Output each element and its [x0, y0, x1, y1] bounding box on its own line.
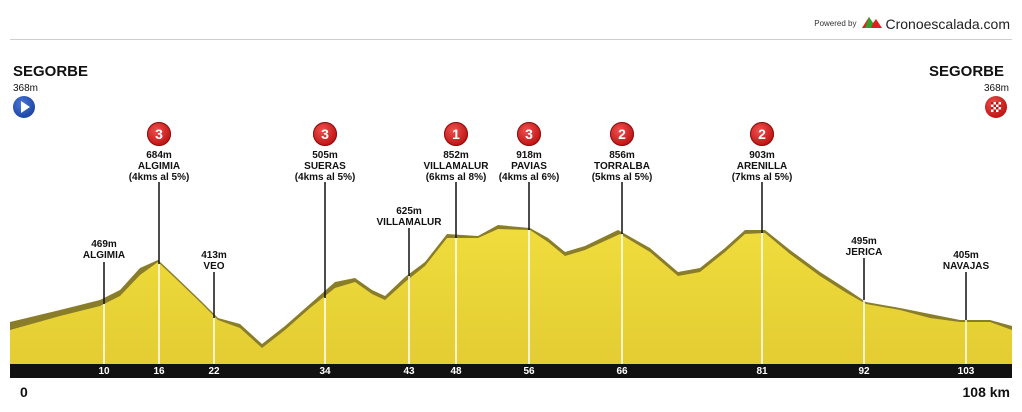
km-tick: 103	[957, 366, 975, 377]
climb-category-badge: 2	[610, 122, 634, 146]
waypoint-altitude: 469m	[91, 239, 117, 250]
climb-altitude: 684m	[146, 150, 172, 161]
waypoint-name: VEO	[203, 261, 225, 272]
climb-altitude: 856m	[609, 150, 635, 161]
waypoint-altitude: 625m	[396, 206, 422, 217]
climb-name: ARENILLA	[736, 161, 788, 172]
waypoint-altitude: 413m	[201, 250, 227, 261]
waypoint-name: NAVAJAS	[942, 261, 990, 272]
waypoint-label: 625m VILLAMALUR	[377, 206, 442, 228]
waypoint-label: 469m ALGIMIA	[83, 239, 125, 261]
waypoint-label: 413m VEO	[201, 250, 227, 272]
distance-axis	[10, 364, 1012, 378]
waypoint-label: 405m NAVAJAS	[943, 250, 989, 272]
km-tick: 34	[319, 366, 331, 377]
powered-by-text: Powered by	[814, 19, 857, 28]
climb-info: (7kms al 5%)	[731, 172, 793, 183]
waypoint-altitude: 495m	[851, 236, 877, 247]
climb-label: 903m ARENILLA (7kms al 5%)	[732, 150, 793, 183]
climb-info: (4kms al 5%)	[128, 172, 190, 183]
km-tick: 81	[756, 366, 768, 377]
km-tick: 48	[450, 366, 462, 377]
climb-info: (4kms al 6%)	[498, 172, 560, 183]
km-tick: 16	[153, 366, 165, 377]
start-city: SEGORBE	[13, 63, 89, 80]
climb-category-badge: 1	[444, 122, 468, 146]
header-divider	[10, 39, 1012, 40]
waypoint-label: 495m JERICA	[846, 236, 883, 258]
climb-label: 856m TORRALBA (5kms al 5%)	[592, 150, 653, 183]
waypoint-altitude: 405m	[953, 250, 979, 261]
waypoint-name: JERICA	[845, 247, 883, 258]
marker-lines	[103, 230, 967, 364]
climb-info: (6kms al 8%)	[425, 172, 487, 183]
climb-name: VILLAMALUR	[423, 161, 489, 172]
climb-category-badge: 2	[750, 122, 774, 146]
climb-name: ALGIMIA	[137, 161, 181, 172]
climb-info: (4kms al 5%)	[294, 172, 356, 183]
climb-label: 505m SUERAS (4kms al 5%)	[295, 150, 356, 183]
climb-name: SUERAS	[304, 161, 346, 172]
mountain-logo-icon	[862, 14, 883, 33]
climb-category-badge: 3	[313, 122, 337, 146]
climb-altitude: 903m	[749, 150, 775, 161]
site-name: Cronoescalada.com	[885, 15, 1010, 32]
climb-category-badge: 3	[517, 122, 541, 146]
km-tick: 22	[208, 366, 220, 377]
climb-altitude: 918m	[516, 150, 542, 161]
distance-start: 0	[20, 384, 28, 400]
climb-name: TORRALBA	[594, 161, 650, 172]
climb-name: PAVIAS	[511, 161, 547, 172]
marker-stems	[103, 182, 967, 320]
start-altitude: 368m	[13, 83, 39, 94]
climb-label: 852m VILLAMALUR (6kms al 8%)	[424, 150, 489, 183]
checkered-flag-icon	[985, 96, 1007, 118]
play-arrow-icon	[13, 96, 35, 118]
climb-altitude: 505m	[312, 150, 338, 161]
km-tick: 43	[403, 366, 415, 377]
finish-altitude: 368m	[984, 83, 1010, 94]
km-tick: 10	[98, 366, 110, 377]
km-tick: 56	[523, 366, 535, 377]
distance-end: 108 km	[962, 384, 1010, 400]
finish-city: SEGORBE	[929, 63, 1005, 80]
waypoint-name: ALGIMIA	[82, 250, 126, 261]
km-tick: 66	[616, 366, 628, 377]
climb-label: 684m ALGIMIA (4kms al 5%)	[129, 150, 190, 183]
climb-category-badge: 3	[147, 122, 171, 146]
km-tick: 92	[858, 366, 870, 377]
climb-altitude: 852m	[443, 150, 469, 161]
climb-label: 918m PAVIAS (4kms al 6%)	[499, 150, 560, 183]
brand[interactable]: Powered by Cronoescalada.com	[814, 14, 1010, 33]
waypoint-name: VILLAMALUR	[376, 217, 442, 228]
climb-info: (5kms al 5%)	[591, 172, 653, 183]
